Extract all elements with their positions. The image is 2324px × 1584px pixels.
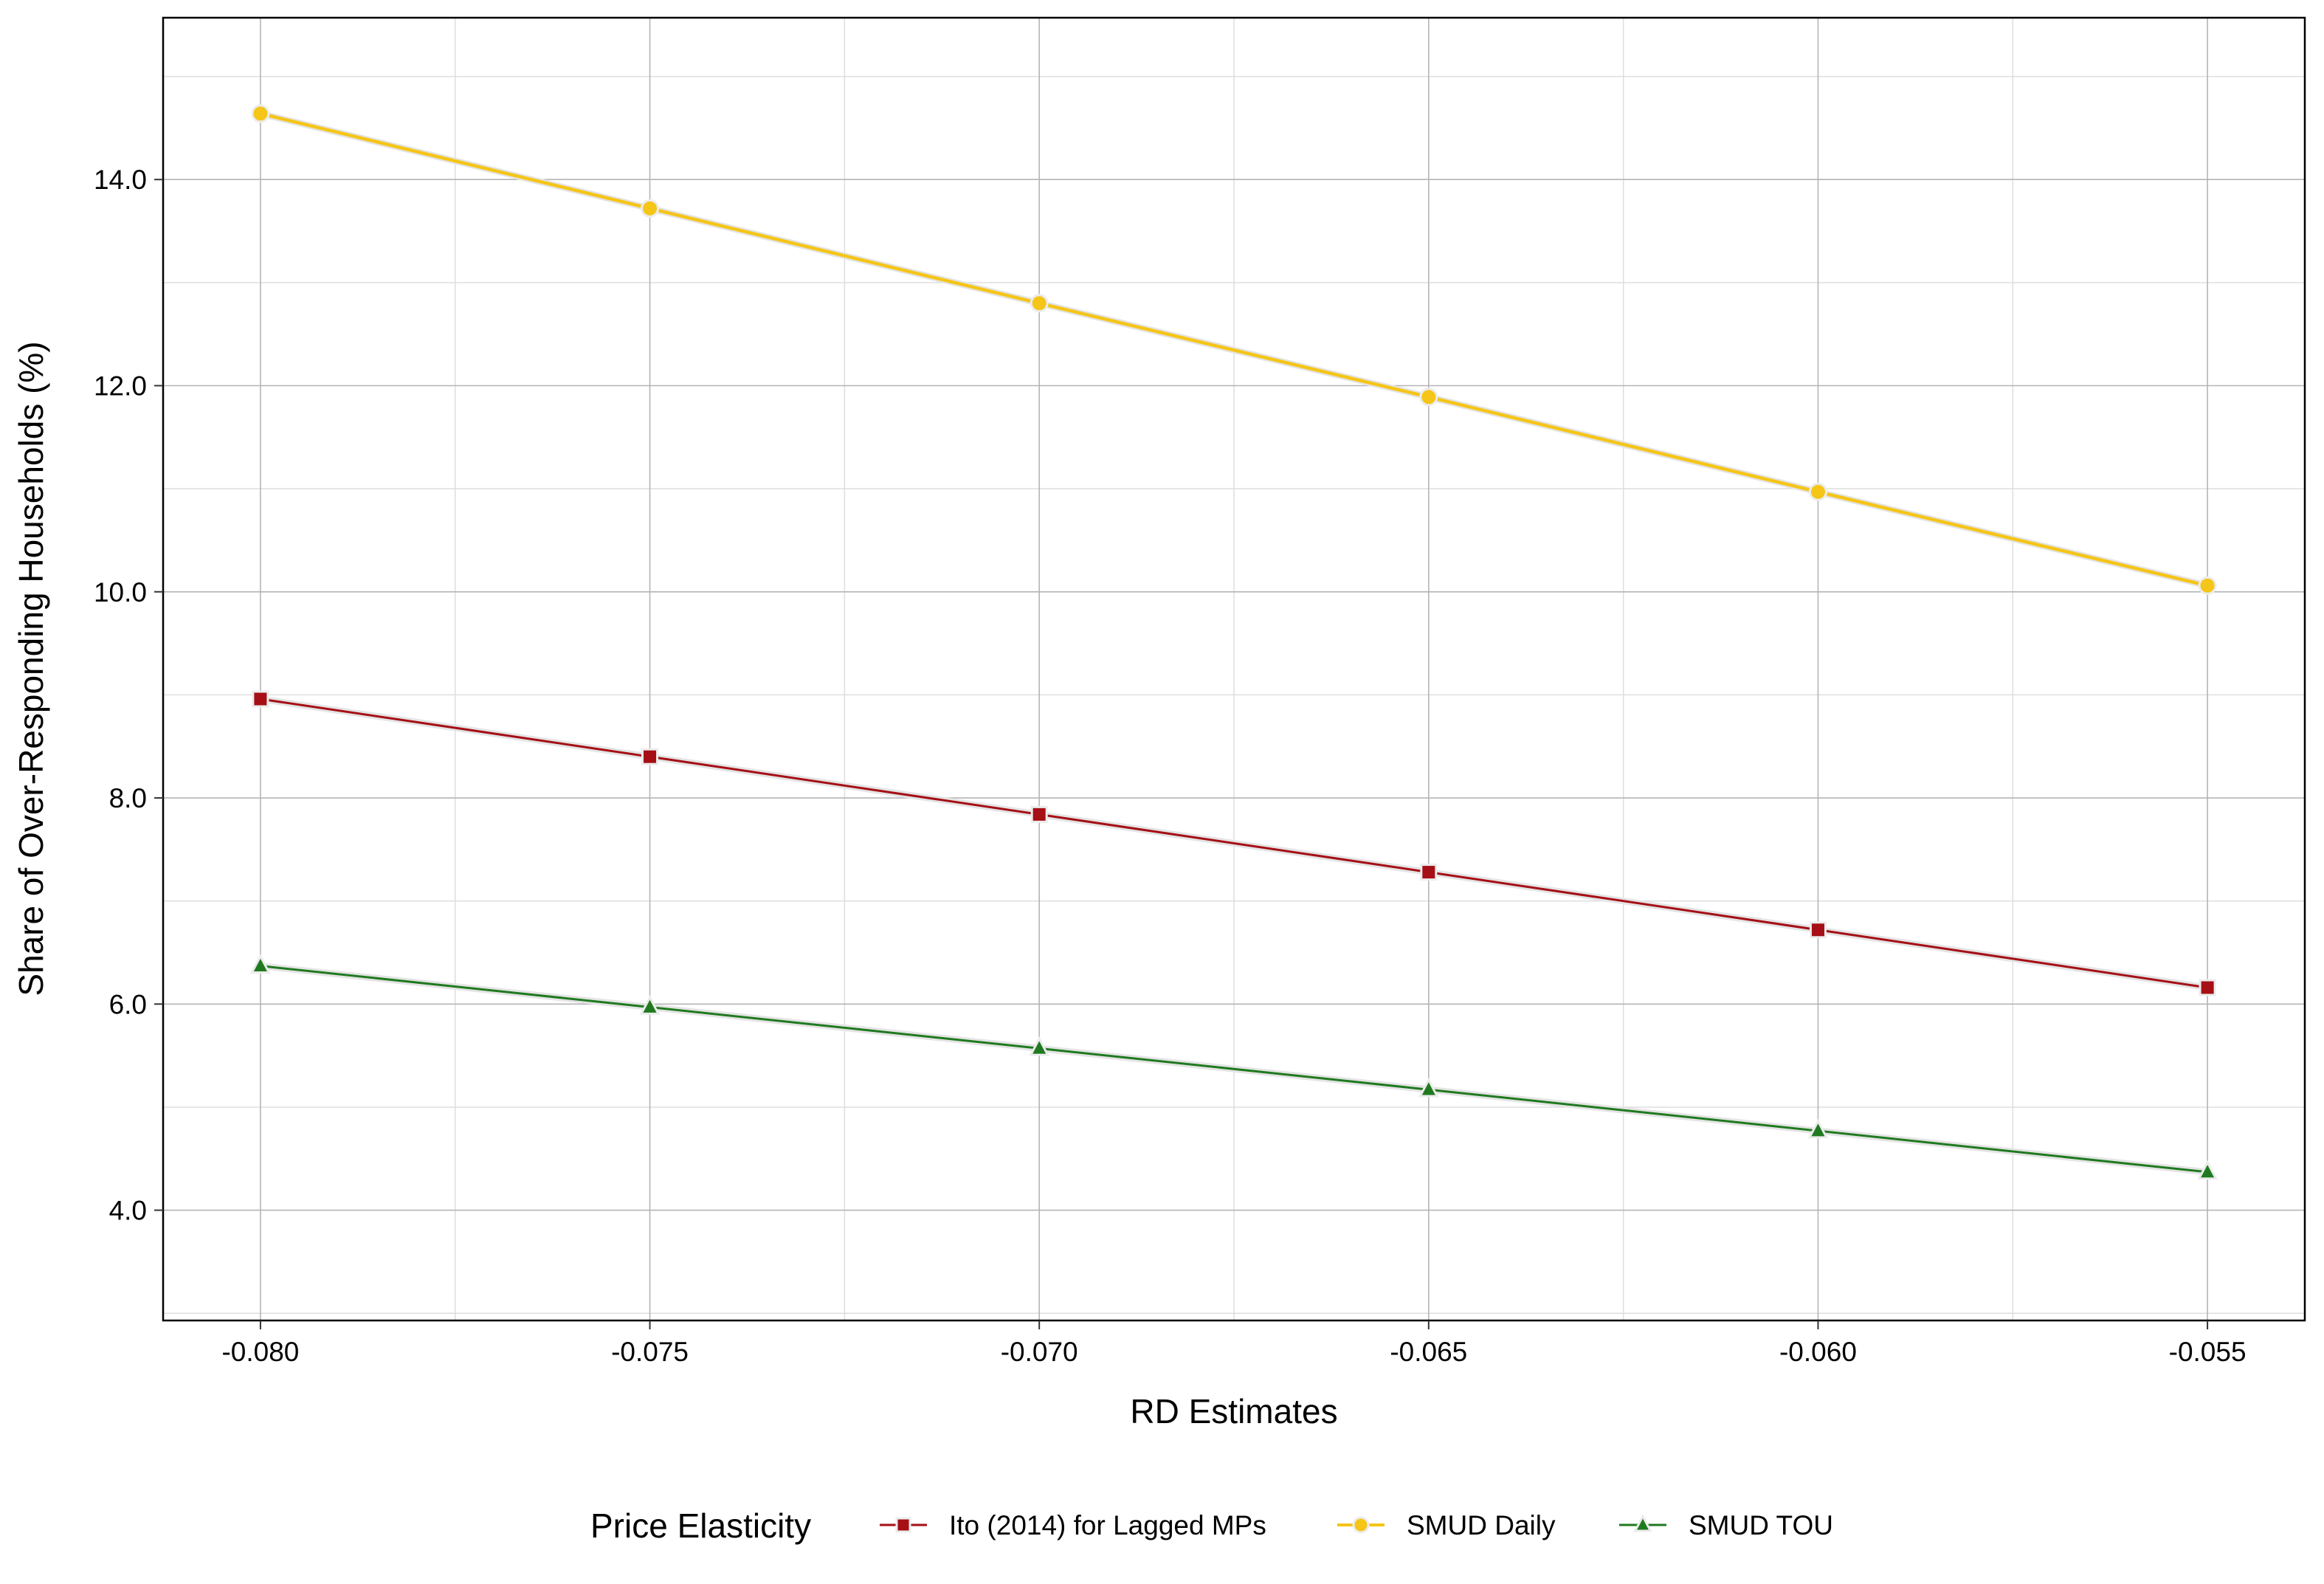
legend-label: SMUD Daily (1407, 1510, 1556, 1540)
series-circle (251, 104, 2217, 595)
legend-item: Ito (2014) for Lagged MPs (880, 1510, 1266, 1540)
data-point (1419, 388, 1438, 407)
legend-label: SMUD TOU (1689, 1510, 1833, 1540)
data-point (1807, 1118, 1829, 1139)
data-point (1420, 864, 1438, 881)
y-tick-label: 6.0 (109, 989, 147, 1019)
y-axis-title: Share of Over-Responding Households (%) (12, 341, 50, 996)
series-triangle (249, 954, 2218, 1180)
data-point (1030, 805, 1048, 823)
legend-key-marker (1352, 1516, 1370, 1534)
x-tick-label: -0.060 (1779, 1337, 1857, 1367)
data-point (249, 954, 271, 974)
legend-title: Price Elasticity (590, 1506, 811, 1545)
legend-key-marker (1633, 1514, 1652, 1532)
y-tick-label: 14.0 (94, 165, 147, 195)
data-point (1809, 921, 1827, 939)
data-point (1808, 482, 1827, 501)
data-point (2197, 1160, 2218, 1180)
axis-layer: -0.080 -0.075 -0.070 -0.065 -0.060 -0.055 4.0 6… (94, 165, 2247, 1367)
legend-item: SMUD Daily (1337, 1510, 1556, 1540)
y-tick-label: 8.0 (109, 783, 147, 813)
x-tick-label: -0.065 (1390, 1337, 1467, 1367)
x-tick-label: -0.075 (611, 1337, 689, 1367)
data-point (641, 199, 660, 218)
y-tick-label: 4.0 (109, 1196, 147, 1226)
data-point (2198, 576, 2217, 595)
series-layer (249, 104, 2218, 1180)
series-square (252, 690, 2216, 996)
legend-items: Ito (2014) for Lagged MPs SMUD Daily SMUD … (880, 1510, 1833, 1540)
x-tick-label: -0.070 (1001, 1337, 1078, 1367)
x-axis-title: RD Estimates (1130, 1392, 1337, 1430)
data-point (252, 690, 269, 708)
data-point (639, 995, 661, 1015)
data-point (1418, 1077, 1439, 1098)
grid-layer (163, 18, 2305, 1320)
data-point (641, 748, 659, 765)
x-tick-label: -0.055 (2169, 1337, 2247, 1367)
y-tick-label: 10.0 (94, 577, 147, 607)
legend-item: SMUD TOU (1619, 1510, 1833, 1540)
plot-border (162, 16, 2306, 1322)
legend-label: Ito (2014) for Lagged MPs (949, 1510, 1266, 1540)
series-line (260, 111, 2208, 588)
series-line (260, 698, 2208, 989)
data-point (1030, 294, 1049, 313)
legend: Price Elasticity Ito (2014) for Lagged M… (590, 1506, 1833, 1545)
legend-key-marker (895, 1517, 911, 1533)
series-line (260, 965, 2208, 1174)
data-point (251, 104, 270, 123)
y-tick-label: 12.0 (94, 371, 147, 402)
data-point (2199, 979, 2216, 996)
x-tick-label: -0.080 (221, 1337, 299, 1367)
data-point (1029, 1036, 1050, 1056)
